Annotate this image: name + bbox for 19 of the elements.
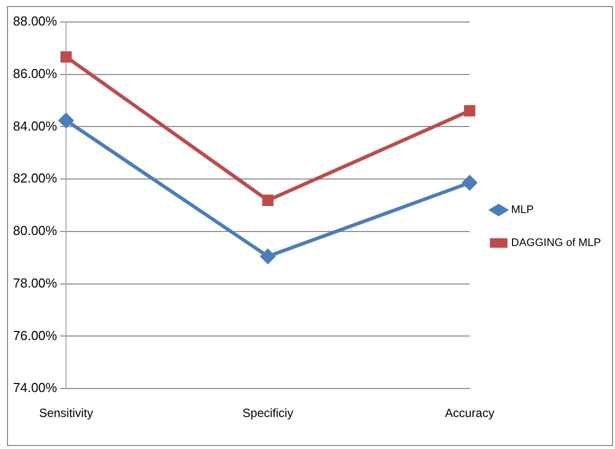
point: [60, 51, 72, 62]
x-tick-label: Accuracy: [444, 406, 494, 420]
x-tick-label: Specificiy: [242, 406, 294, 420]
x-tick-label: Sensitivity: [39, 406, 94, 420]
legend-label: MLP: [511, 204, 534, 216]
y-tick-label: 86.00%: [12, 66, 58, 81]
y-tick-label: 78.00%: [12, 275, 58, 290]
y-tick-label: 80.00%: [12, 223, 58, 238]
y-tick-label: 88.00%: [12, 14, 58, 29]
y-tick-label: 76.00%: [12, 328, 58, 343]
y-tick-label: 82.00%: [12, 170, 58, 186]
point: [58, 113, 74, 128]
y-tick-label: 74.00%: [12, 380, 58, 396]
y-tick-label: 84.00%: [12, 118, 58, 134]
point: [464, 105, 476, 116]
point: [462, 176, 477, 190]
point: [260, 249, 276, 264]
legend-label: DAGGING of MLP: [511, 237, 602, 250]
point: [262, 194, 274, 206]
